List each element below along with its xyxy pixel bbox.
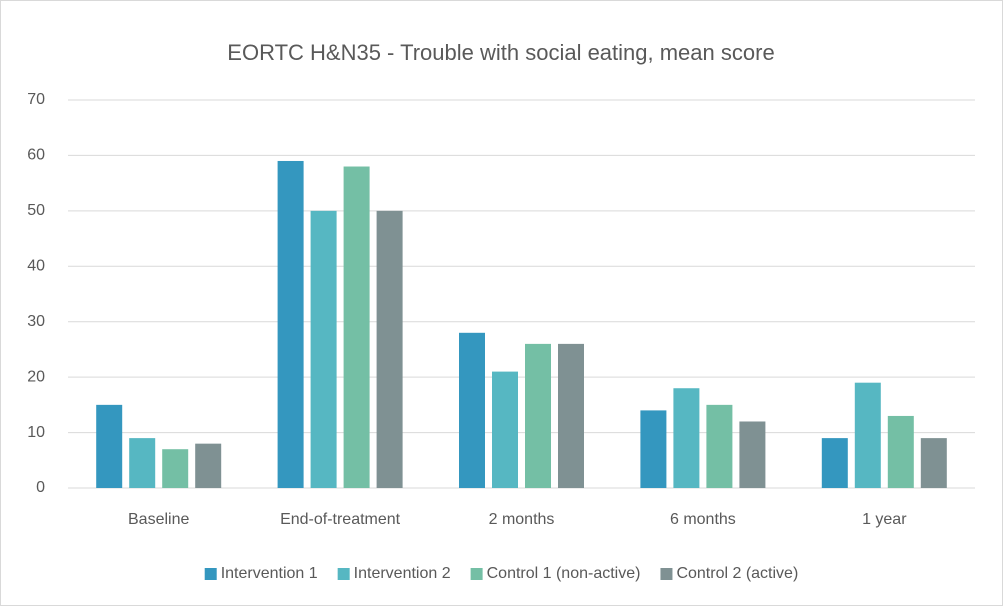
bar xyxy=(277,160,304,488)
bar xyxy=(310,210,337,488)
legend-swatch xyxy=(204,568,217,580)
legend-swatch xyxy=(660,568,673,580)
legend-swatch xyxy=(337,568,350,580)
bar xyxy=(706,404,733,488)
x-tick-label: End-of-treatment xyxy=(280,511,401,528)
bar xyxy=(376,210,403,488)
bar xyxy=(558,343,584,488)
legend-label: Control 2 (active) xyxy=(676,565,798,582)
y-tick-label: 70 xyxy=(27,91,45,108)
y-tick-label: 40 xyxy=(27,258,45,275)
x-tick-label: 6 months xyxy=(670,511,736,528)
y-tick-label: 50 xyxy=(27,202,45,219)
bar xyxy=(195,443,222,488)
bar xyxy=(887,415,914,488)
legend-label: Control 1 (non-active) xyxy=(487,565,641,582)
chart-title: EORTC H&N35 - Trouble with social eating… xyxy=(227,40,774,65)
bar xyxy=(920,438,947,488)
legend-swatch xyxy=(470,568,483,580)
y-tick-label: 30 xyxy=(27,313,45,330)
bar xyxy=(854,382,881,488)
legend-label: Intervention 2 xyxy=(354,565,451,582)
x-tick-label: Baseline xyxy=(128,511,189,528)
bar xyxy=(640,410,667,488)
bar xyxy=(459,332,485,488)
bar xyxy=(525,343,551,488)
bar xyxy=(673,388,700,488)
bar xyxy=(129,438,156,488)
bar xyxy=(821,438,848,488)
bar xyxy=(96,404,123,488)
y-tick-label: 20 xyxy=(27,368,45,385)
y-tick-label: 60 xyxy=(27,147,45,164)
bar xyxy=(162,449,189,488)
y-tick-label: 10 xyxy=(27,424,45,441)
x-tick-label: 2 months xyxy=(489,511,555,528)
bar xyxy=(739,421,766,488)
x-tick-label: 1 year xyxy=(862,511,907,528)
bar xyxy=(492,371,518,488)
y-tick-label: 0 xyxy=(36,479,45,496)
bar xyxy=(343,166,370,488)
legend-label: Intervention 1 xyxy=(221,565,318,582)
